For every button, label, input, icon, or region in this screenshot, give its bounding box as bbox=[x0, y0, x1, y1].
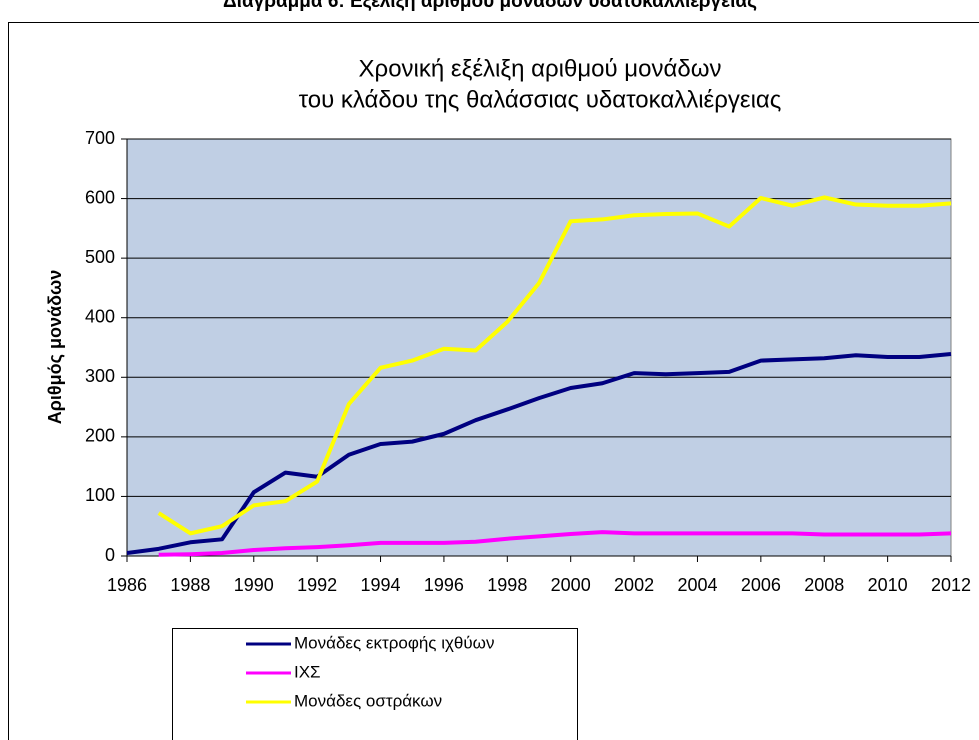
chart-title: Χρονική εξέλιξη αριθμού μονάδων bbox=[359, 55, 722, 82]
y-tick-label: 0 bbox=[105, 545, 115, 565]
y-axis-label: Αριθμός μονάδων bbox=[45, 270, 65, 424]
series-line bbox=[158, 530, 952, 557]
x-tick-label: 1992 bbox=[297, 575, 337, 595]
x-tick-label: 2000 bbox=[551, 575, 591, 595]
x-tick-label: 2012 bbox=[931, 575, 971, 595]
legend bbox=[172, 628, 578, 740]
legend-label: Μονάδες οστράκων bbox=[294, 691, 442, 710]
x-tick-label: 2010 bbox=[868, 575, 908, 595]
x-tick-label: 1988 bbox=[170, 575, 210, 595]
x-tick-label: 1996 bbox=[424, 575, 464, 595]
chart-title: του κλάδου της θαλάσσιας υδατοκαλλιέργει… bbox=[299, 86, 782, 113]
x-tick-label: 2006 bbox=[741, 575, 781, 595]
series-line bbox=[126, 352, 952, 556]
legend-label: Μονάδες εκτροφής ιχθύων bbox=[294, 633, 494, 652]
x-tick-label: 2004 bbox=[677, 575, 717, 595]
x-tick-label: 1998 bbox=[487, 575, 527, 595]
y-tick-label: 700 bbox=[85, 128, 115, 148]
x-tick-label: 2002 bbox=[614, 575, 654, 595]
y-tick-label: 300 bbox=[85, 366, 115, 386]
x-tick-label: 1994 bbox=[361, 575, 401, 595]
y-tick-label: 200 bbox=[85, 426, 115, 446]
x-tick-label: 1990 bbox=[234, 575, 274, 595]
series-line bbox=[157, 195, 952, 536]
legend-label: ΙΧΣ bbox=[294, 662, 321, 681]
y-tick-label: 400 bbox=[85, 306, 115, 326]
y-tick-label: 600 bbox=[85, 187, 115, 207]
page-header: Διάγραμμα 6: Εξέλιξη αριθμού μονάδων υδα… bbox=[223, 0, 757, 12]
x-tick-label: 2008 bbox=[804, 575, 844, 595]
y-tick-label: 100 bbox=[85, 485, 115, 505]
x-tick-label: 1986 bbox=[107, 575, 147, 595]
y-tick-label: 500 bbox=[85, 247, 115, 267]
